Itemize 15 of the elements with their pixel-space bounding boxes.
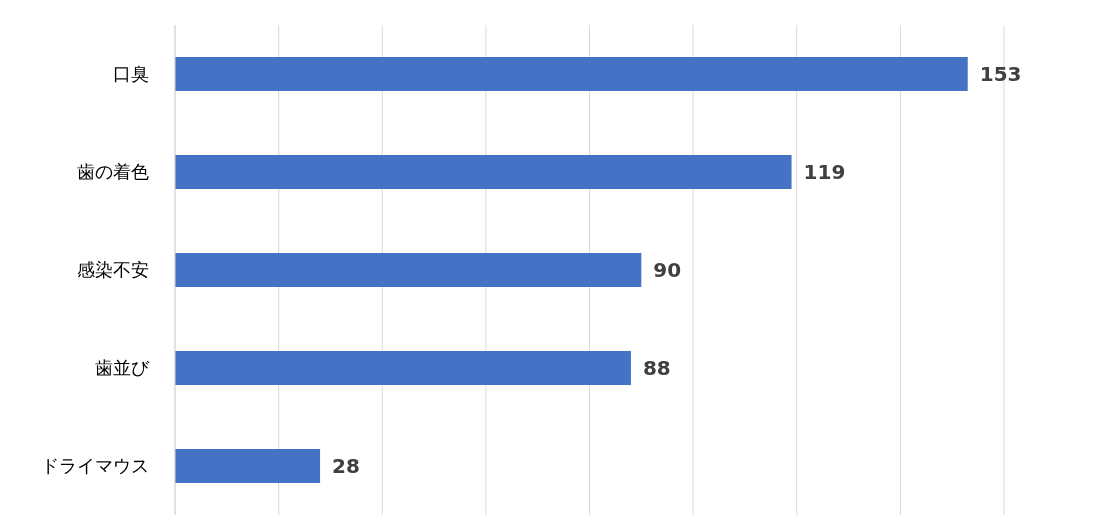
bar <box>175 253 642 287</box>
y-tick-label: 歯の着色 <box>77 161 149 183</box>
data-label: 90 <box>653 258 682 283</box>
data-label: 153 <box>979 62 1022 87</box>
bar <box>175 351 631 385</box>
y-tick-label: 口臭 <box>113 63 149 85</box>
y-tick-label: 感染不安 <box>77 259 149 281</box>
y-tick-label: 歯並び <box>95 357 150 379</box>
data-label: 28 <box>332 454 360 479</box>
data-label: 119 <box>803 160 846 185</box>
bar <box>175 449 321 483</box>
bar <box>175 155 792 189</box>
data-label: 88 <box>642 356 671 381</box>
bar <box>175 57 968 91</box>
y-tick-label: ドライマウス <box>41 455 149 477</box>
